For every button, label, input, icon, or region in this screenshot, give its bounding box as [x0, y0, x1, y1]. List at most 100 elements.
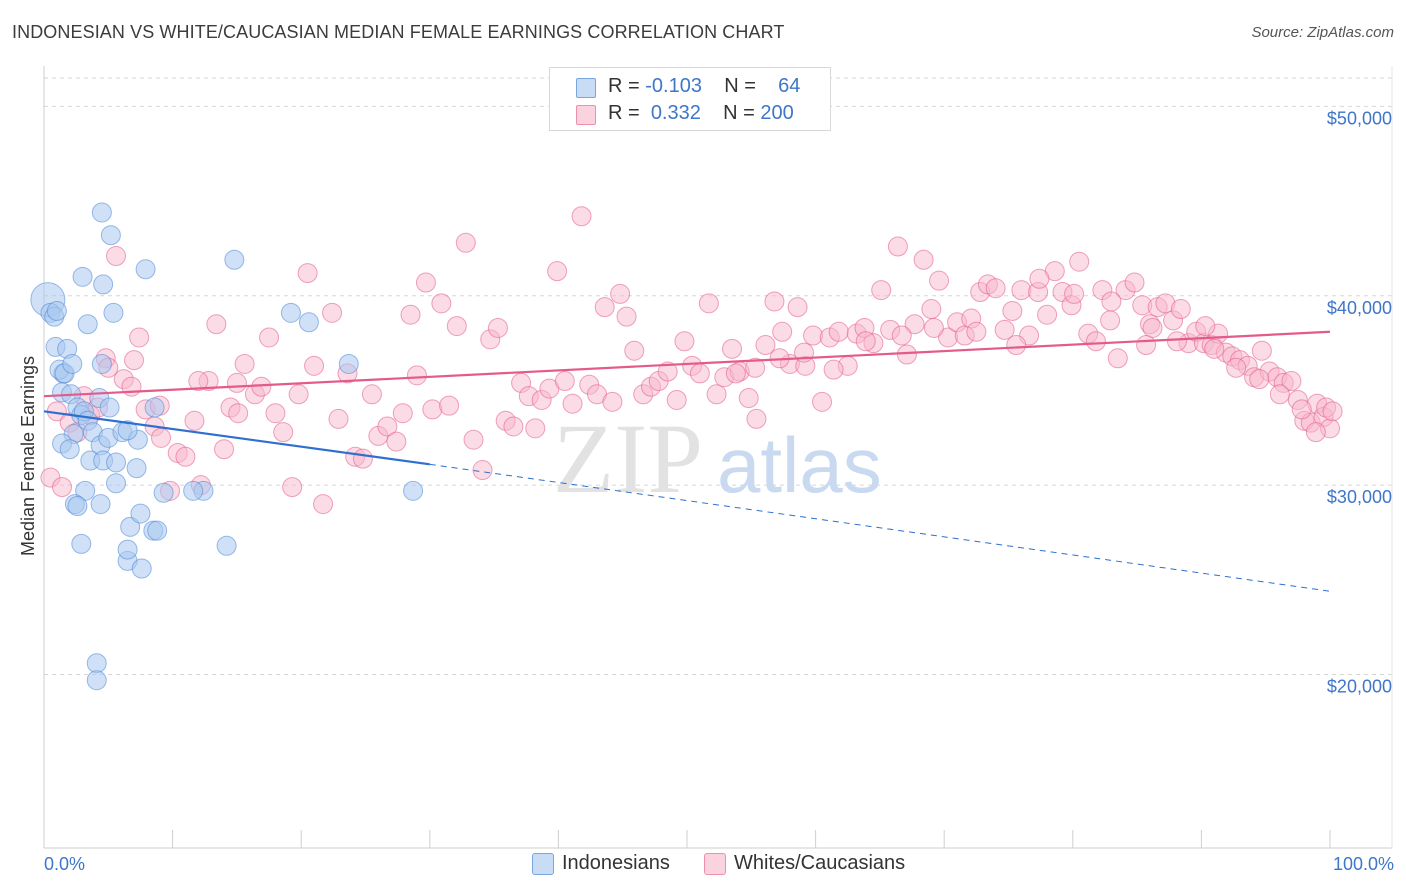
point-whites	[921, 299, 942, 320]
point-whites	[812, 391, 833, 412]
point-whites	[151, 427, 172, 448]
point-whites	[616, 306, 637, 327]
legend-swatch-whites	[576, 105, 596, 125]
point-indonesians	[90, 494, 111, 515]
point-whites	[228, 403, 249, 424]
point-whites	[1170, 299, 1191, 320]
point-whites	[259, 327, 280, 348]
x-tick-label: 0.0%	[44, 854, 85, 874]
legend-swatch-indonesians	[576, 78, 596, 98]
point-indonesians	[106, 473, 127, 494]
point-whites	[304, 355, 325, 376]
tick-labels: $20,000 $30,000 $40,000 $50,000 0.0% 100.0%	[44, 108, 1394, 874]
point-indonesians	[338, 353, 359, 374]
point-whites	[226, 372, 247, 393]
point-indonesians	[59, 439, 80, 460]
point-whites	[525, 418, 546, 439]
point-indonesians	[120, 516, 141, 537]
point-indonesians	[46, 300, 67, 321]
point-whites	[1305, 422, 1326, 443]
point-whites	[322, 302, 343, 323]
point-whites	[929, 270, 950, 291]
point-whites	[1251, 340, 1272, 361]
point-whites	[738, 388, 759, 409]
point-whites	[361, 384, 382, 405]
point-whites	[206, 314, 227, 335]
point-whites	[966, 321, 987, 342]
point-indonesians	[183, 480, 204, 501]
point-whites	[487, 317, 508, 338]
axes	[43, 66, 1393, 849]
point-whites	[415, 272, 436, 293]
point-whites	[1195, 316, 1216, 337]
point-whites	[803, 325, 824, 346]
legend-n-label: N =	[724, 75, 756, 97]
point-whites	[1166, 331, 1187, 352]
point-indonesians	[144, 397, 165, 418]
point-indonesians	[216, 535, 237, 556]
point-whites	[1002, 300, 1023, 321]
point-whites	[313, 494, 334, 515]
point-whites	[52, 477, 73, 498]
legend-r-value: -0.103	[645, 75, 702, 97]
point-whites	[764, 291, 785, 312]
point-whites	[265, 403, 286, 424]
point-whites	[1100, 310, 1121, 331]
data-points	[30, 202, 1343, 691]
point-whites	[554, 371, 575, 392]
point-whites	[985, 278, 1006, 299]
point-indonesians	[298, 312, 319, 333]
x-tick-label: 100.0%	[1333, 854, 1394, 874]
point-indonesians	[86, 653, 107, 674]
point-whites	[624, 340, 645, 361]
point-indonesians	[91, 353, 112, 374]
point-whites	[377, 416, 398, 437]
point-indonesians	[91, 202, 112, 223]
point-indonesians	[86, 670, 107, 691]
trend-line-indonesians-extrapolated	[429, 463, 1331, 592]
y-tick-label: $40,000	[1327, 298, 1392, 318]
point-whites	[1037, 304, 1058, 325]
point-whites	[828, 321, 849, 342]
point-whites	[184, 410, 205, 431]
y-tick-label: $50,000	[1327, 108, 1392, 128]
point-whites	[1124, 272, 1145, 293]
point-indonesians	[117, 539, 138, 560]
point-whites	[1281, 371, 1302, 392]
point-whites	[1107, 348, 1128, 369]
chart-title: INDONESIAN VS WHITE/CAUCASIAN MEDIAN FEM…	[12, 22, 785, 42]
point-whites	[706, 384, 727, 405]
point-whites	[904, 314, 925, 335]
point-whites	[463, 429, 484, 450]
trend-line-indonesians	[43, 410, 430, 466]
point-whites	[1101, 291, 1122, 312]
point-indonesians	[100, 225, 121, 246]
point-whites	[745, 357, 766, 378]
point-whites	[602, 391, 623, 412]
bottom-legend-swatch-whites	[704, 853, 726, 875]
point-whites	[994, 319, 1015, 340]
point-whites	[352, 448, 373, 469]
y-tick-label: $30,000	[1327, 487, 1392, 507]
point-whites	[392, 403, 413, 424]
point-whites	[422, 399, 443, 420]
point-whites	[746, 408, 767, 429]
point-indonesians	[72, 266, 93, 287]
point-whites	[547, 261, 568, 282]
source-label: Source: ZipAtlas.com	[1251, 24, 1394, 41]
point-indonesians	[130, 503, 151, 524]
point-indonesians	[93, 274, 114, 295]
point-indonesians	[280, 302, 301, 323]
point-whites	[439, 395, 460, 416]
point-whites	[175, 446, 196, 467]
point-whites	[562, 393, 583, 414]
y-axis-label: Median Female Earnings	[18, 356, 38, 556]
watermark-zip: ZIP	[553, 403, 703, 514]
point-whites	[431, 293, 452, 314]
point-indonesians	[77, 314, 98, 335]
point-whites	[386, 431, 407, 452]
point-whites	[610, 283, 631, 304]
point-indonesians	[224, 249, 245, 270]
point-whites	[698, 293, 719, 314]
